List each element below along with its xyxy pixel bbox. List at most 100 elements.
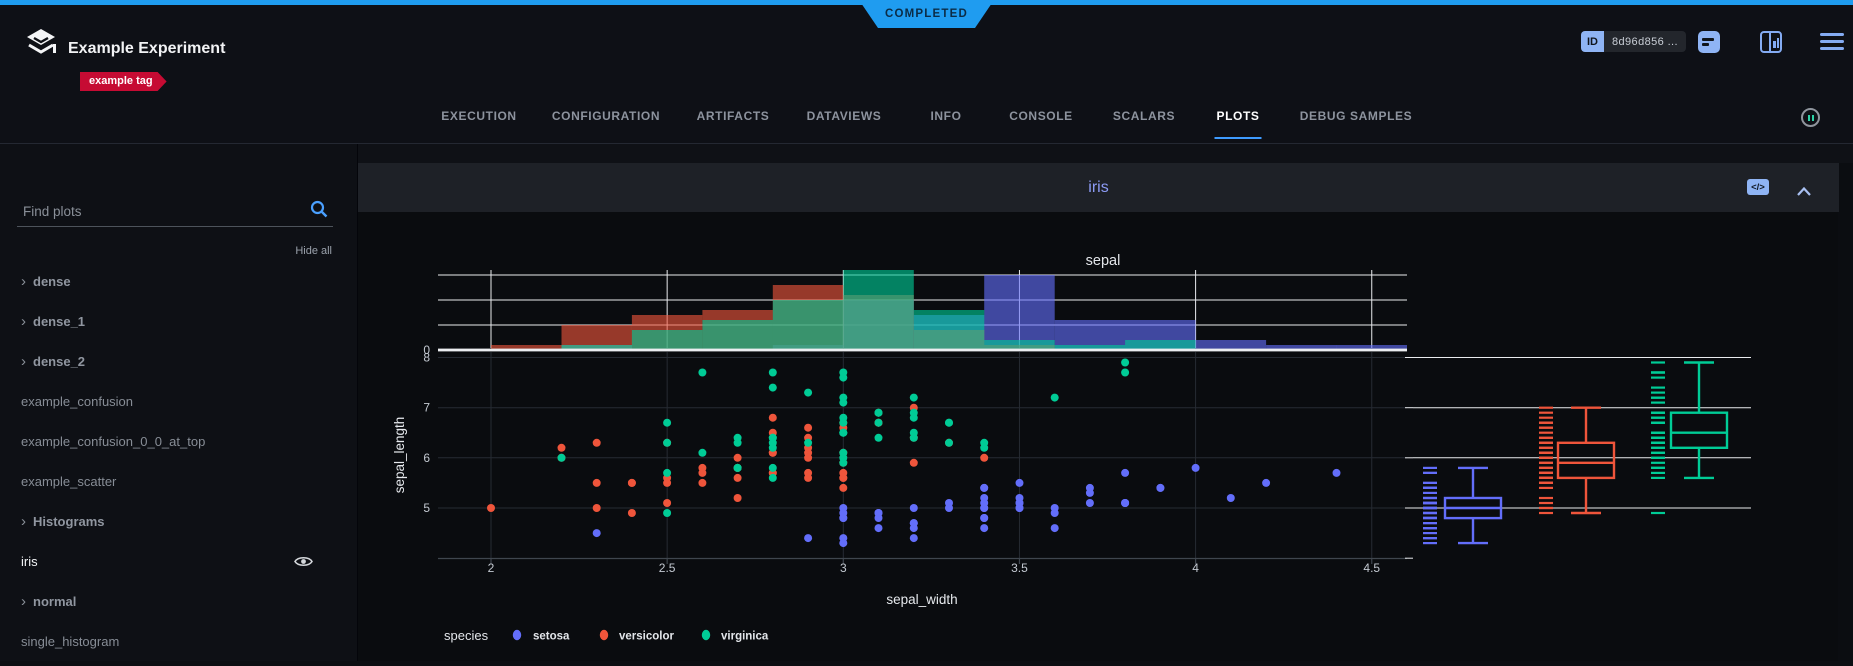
scatter-point [768,413,777,422]
scatter-point [1085,488,1094,497]
scatter-point [663,509,672,517]
scatter-point [909,504,918,512]
scatter-point [663,499,672,507]
sidebar-item-label: example_confusion_0_0_at_top [21,433,206,449]
scatter-point [768,368,777,377]
comment-icon[interactable] [1698,31,1720,53]
sidebar-item-example_scatter[interactable]: example_scatter [0,461,357,501]
tab-plots[interactable]: PLOTS [1214,109,1262,139]
svg-text:sepal: sepal [1086,253,1121,269]
scatter-point [909,393,918,402]
scatter-point [874,418,883,427]
scatter-point [1015,494,1024,502]
scatter-point [768,438,777,447]
scatter-point [592,504,601,512]
scatter-point [804,468,813,477]
tab-bar: EXECUTION CONFIGURATION ARTIFACTS DATAVIEWS… [0,95,1853,144]
chevron-right-icon: › [21,352,26,370]
scatter-point [839,368,848,377]
hist-bar [631,330,703,350]
id-label: ID [1581,31,1604,52]
scatter-point [839,428,848,437]
sidebar-item-example_confusion_0_0_at_top[interactable]: example_confusion_0_0_at_top [0,421,357,461]
sidebar-item-example_confusion[interactable]: example_confusion [0,381,357,421]
menu-icon[interactable] [1820,33,1844,51]
iris-plot[interactable]: 0 5 6 7 8 2 2.5 3 3.5 4 4.5 sepal_length sepal_width… [358,212,1853,661]
scatter-point [768,463,777,472]
search-input[interactable] [21,198,295,224]
box-plot [1556,441,1616,480]
eye-icon[interactable] [294,555,313,573]
box-plot [1669,411,1729,449]
sidebar-item-label: example_scatter [21,473,117,489]
scatter-point [698,368,707,377]
scatter-point [1121,468,1130,477]
scatter-point [839,534,848,543]
scatter-point [1050,393,1059,402]
sidebar-item-label: Histograms [33,513,105,529]
scatter-point [733,473,742,482]
sidebar-item-dense_1[interactable]: › dense_1 [0,301,357,341]
scatter-point [874,509,883,517]
collapse-chevron-icon[interactable] [1797,183,1811,201]
plots-sidebar: Hide all › dense › dense_1 › dense_2 example_c… [0,144,357,661]
hist-bar [491,345,562,350]
scatter-point [980,524,989,533]
panel-top-strip [358,144,1853,163]
scatter-point [663,478,672,487]
scatter-point [1015,478,1024,487]
hide-all-link[interactable]: Hide all [295,245,332,257]
tab-divider [0,143,1853,144]
tab-artifacts[interactable]: ARTIFACTS [696,109,770,123]
tab-execution[interactable]: EXECUTION [441,109,517,123]
hist-bar [772,300,844,350]
sidebar-item-iris[interactable]: iris [0,541,357,581]
chevron-right-icon: › [21,312,26,330]
sidebar-item-normal[interactable]: › normal [0,581,357,621]
experiment-tag[interactable]: example tag [80,72,167,91]
scroll-gutter[interactable] [1838,163,1853,661]
scatter-point [733,463,742,472]
scatter-point [592,478,601,487]
scatter-point [874,524,883,533]
sidebar-item-dense[interactable]: › dense [0,261,357,301]
hist-bar [561,345,632,350]
sidebar-item-label: example_confusion [21,393,134,409]
scatter-point [733,438,742,447]
tab-scalars[interactable]: SCALARS [1112,109,1176,123]
scatter-point [909,524,918,533]
scatter-point [698,463,707,472]
tab-info[interactable]: INFO [930,109,962,123]
legend-marker [599,629,609,641]
iris-plot-svg[interactable]: 0 5 6 7 8 2 2.5 3 3.5 4 4.5 sepal_length sepal_width… [358,212,1853,661]
tab-configuration[interactable]: CONFIGURATION [551,109,661,123]
experiment-id-badge[interactable]: ID 8d96d856 ... [1581,31,1686,52]
plots-panel: iris </> 0 5 6 7 8 2 2.5 3 3.5 4 4.5 sepal_length se… [357,144,1853,661]
auto-refresh-icon[interactable] [1801,108,1820,127]
search-icon[interactable] [309,199,329,224]
scatter-point [1050,524,1059,533]
svg-text:7: 7 [423,401,430,415]
scatter-point [1156,483,1165,492]
tab-debug-samples[interactable]: DEBUG SAMPLES [1299,109,1413,123]
hist-bar [913,310,985,350]
hist-bar [984,340,1055,350]
hist-bar [984,275,1055,350]
legend-marker [512,629,522,641]
sidebar-item-dense_2[interactable]: › dense_2 [0,341,357,381]
sidebar-item-histograms[interactable]: › Histograms [0,501,357,541]
legend-title: species [444,628,489,643]
scatter-point [945,438,953,447]
layout-panels-icon[interactable] [1760,31,1782,53]
app-logo-icon [24,27,58,61]
svg-text:3: 3 [840,561,847,575]
scatter-point [1050,509,1059,517]
svg-text:5: 5 [423,501,430,515]
sidebar-item-single_histogram[interactable]: single_histogram [0,621,357,661]
tab-console[interactable]: CONSOLE [1009,109,1073,123]
scatter-point [839,504,848,512]
tab-dataviews[interactable]: DATAVIEWS [806,109,882,123]
scatter-point [980,483,989,492]
view-code-icon[interactable]: </> [1747,179,1769,195]
